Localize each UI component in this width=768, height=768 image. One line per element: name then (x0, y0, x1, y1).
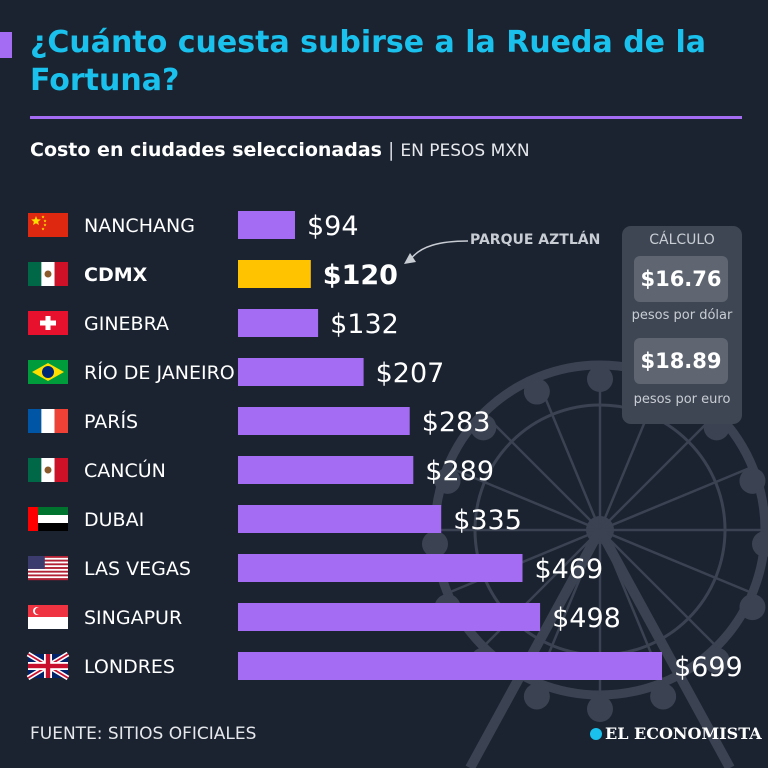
bar-row-8: SINGAPUR $498 (28, 603, 621, 634)
category-label: DUBAI (84, 509, 144, 531)
uae-flag-icon (28, 507, 68, 531)
france-flag-icon (28, 409, 68, 433)
subtitle-unit: EN PESOS MXN (400, 141, 530, 161)
bar (238, 456, 414, 484)
ferris-wheel-illustration (422, 360, 768, 768)
value-label: $207 (376, 358, 445, 389)
bar (238, 260, 311, 288)
switzerland-flag-icon (28, 311, 68, 335)
subtitle-main: Costo en ciudades seleccionadas (30, 139, 382, 161)
bar-row-0: NANCHANG $94 (28, 211, 359, 242)
value-label: $120 (323, 260, 398, 291)
value-label: $283 (422, 407, 491, 438)
bar-row-3: RÍO DE JANEIRO $207 (28, 358, 444, 389)
value-label: $94 (307, 211, 359, 242)
bar (238, 554, 523, 582)
bar (238, 652, 662, 680)
bar (238, 309, 319, 337)
bar (238, 211, 295, 239)
mexico-flag-icon (28, 458, 68, 482)
bar-row-6: DUBAI $335 (28, 505, 522, 536)
source-note: FUENTE: SITIOS OFICIALES (30, 724, 257, 744)
accent-block (0, 32, 12, 58)
category-label: NANCHANG (84, 215, 195, 237)
calculation-panel: CÁLCULO $16.76 pesos por dólar $18.89 pe… (622, 226, 742, 424)
value-label: $289 (425, 456, 494, 487)
category-label: LAS VEGAS (84, 558, 191, 580)
category-label: GINEBRA (84, 313, 169, 335)
brand-logo: EL ECONOMISTA (590, 724, 762, 743)
annotation-arrow (409, 240, 469, 261)
value-label: $335 (453, 505, 522, 536)
euro-rate-box: $18.89 (634, 338, 728, 384)
brand-icon (590, 728, 602, 740)
category-label: CDMX (84, 264, 148, 286)
bar (238, 358, 364, 386)
bar-row-1: CDMX $120 (28, 260, 398, 291)
category-label: RÍO DE JANEIRO (84, 361, 235, 384)
uk-flag-icon (26, 651, 70, 681)
bar-row-2: GINEBRA $132 (28, 309, 399, 340)
brand-name: EL ECONOMISTA (605, 724, 762, 743)
category-label: SINGAPUR (84, 607, 182, 629)
bar (238, 505, 442, 533)
chart-subtitle: Costo en ciudades seleccionadas | EN PESOS… (30, 139, 530, 161)
dollar-rate-label: pesos por dólar (631, 308, 733, 323)
bar (238, 603, 541, 631)
dollar-rate-box: $16.76 (634, 256, 728, 302)
page-title: ¿Cuánto cuesta subirse a la Rueda de la … (30, 25, 706, 98)
value-label: $699 (674, 652, 743, 683)
category-label: CANCÚN (84, 458, 166, 482)
euro-rate-label: pesos por euro (633, 392, 731, 407)
category-label: PARÍS (84, 410, 138, 433)
bar-row-4: PARÍS $283 (28, 407, 490, 438)
bar-row-9: LONDRES $699 (26, 651, 743, 683)
usa-flag-icon (28, 556, 68, 581)
brazil-flag-icon (28, 360, 68, 384)
bar-row-7: LAS VEGAS $469 (28, 554, 603, 585)
subtitle-separator: | (387, 139, 395, 161)
china-flag-icon (28, 213, 68, 237)
title-divider (30, 116, 742, 119)
annotation-arrowhead (404, 253, 416, 264)
value-label: $469 (535, 554, 604, 585)
mexico-flag-icon (28, 262, 68, 286)
singapore-flag-icon (28, 605, 68, 629)
calculation-title: CÁLCULO (649, 232, 715, 248)
chart-annotation: PARQUE AZTLÁN (470, 232, 601, 248)
value-label: $132 (330, 309, 399, 340)
value-label: $498 (552, 603, 621, 634)
bar (238, 407, 410, 435)
category-label: LONDRES (84, 656, 175, 678)
bar-row-5: CANCÚN $289 (28, 456, 494, 487)
